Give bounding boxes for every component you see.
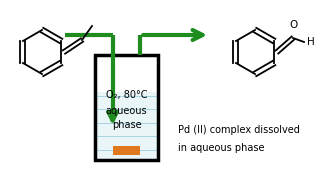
Text: aqueous
phase: aqueous phase xyxy=(106,106,147,130)
Polygon shape xyxy=(95,55,158,160)
Text: in aqueous phase: in aqueous phase xyxy=(178,143,264,153)
Text: Pd (II) complex dissolved: Pd (II) complex dissolved xyxy=(178,125,300,135)
Text: O₂, 80°C: O₂, 80°C xyxy=(106,90,147,100)
Text: H: H xyxy=(307,37,315,47)
Text: O: O xyxy=(290,20,298,30)
Bar xyxy=(95,92,158,160)
Bar xyxy=(95,55,158,160)
Bar xyxy=(113,146,140,155)
